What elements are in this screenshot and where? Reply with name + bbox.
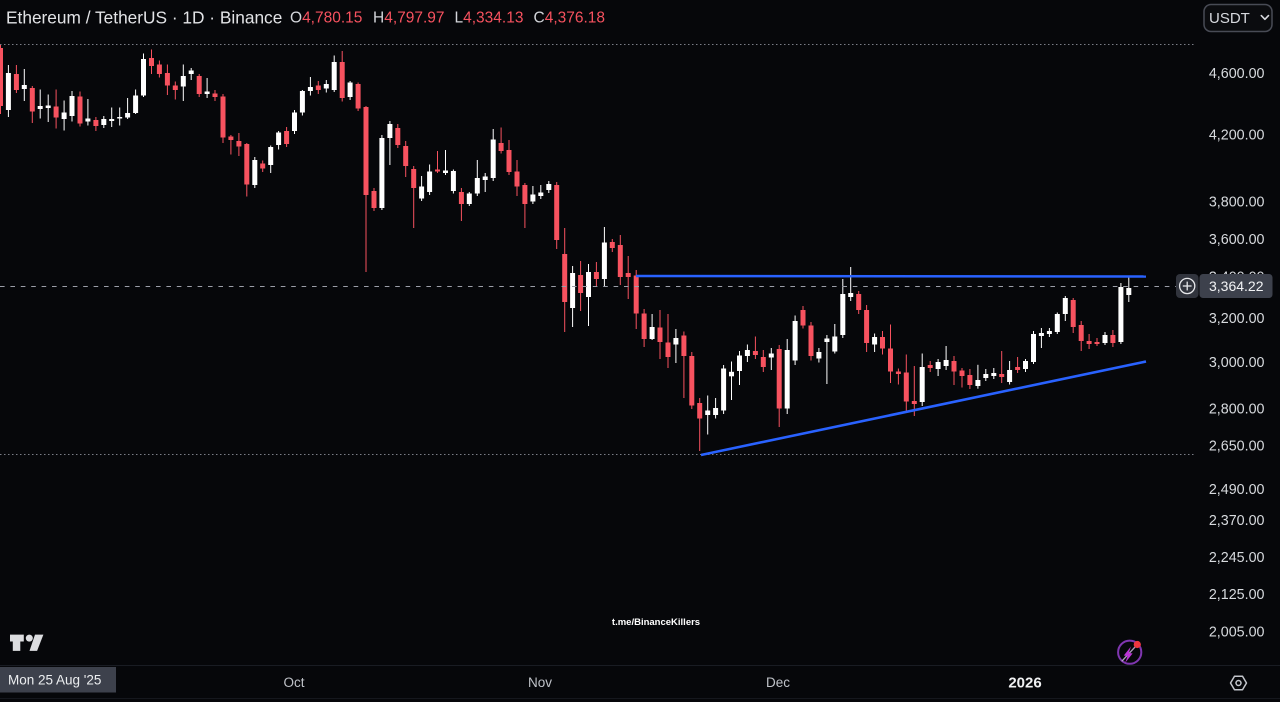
svg-text:4,200.00: 4,200.00 bbox=[1209, 128, 1265, 144]
svg-text:Dec: Dec bbox=[766, 675, 790, 690]
svg-text:Oct: Oct bbox=[283, 675, 304, 690]
svg-text:C4,376.18: C4,376.18 bbox=[534, 10, 606, 27]
svg-text:Ethereum / TetherUS · 1D · Bin: Ethereum / TetherUS · 1D · Binance bbox=[6, 8, 282, 28]
svg-text:2,370.00: 2,370.00 bbox=[1209, 513, 1265, 529]
svg-text:H4,797.97: H4,797.97 bbox=[373, 10, 445, 27]
svg-text:O4,780.15: O4,780.15 bbox=[290, 10, 362, 27]
svg-text:2,800.00: 2,800.00 bbox=[1209, 402, 1265, 418]
svg-text:3,000.00: 3,000.00 bbox=[1209, 355, 1265, 371]
svg-text:3,200.00: 3,200.00 bbox=[1209, 311, 1265, 327]
svg-text:2026: 2026 bbox=[1008, 675, 1041, 692]
svg-text:2,490.00: 2,490.00 bbox=[1209, 482, 1265, 498]
svg-text:4,600.00: 4,600.00 bbox=[1209, 66, 1265, 82]
svg-text:2,125.00: 2,125.00 bbox=[1209, 587, 1265, 603]
svg-text:Nov: Nov bbox=[528, 675, 552, 690]
svg-text:t.me/BinanceKillers: t.me/BinanceKillers bbox=[612, 617, 700, 628]
svg-text:USDT: USDT bbox=[1209, 10, 1250, 27]
svg-text:2,005.00: 2,005.00 bbox=[1209, 625, 1265, 641]
svg-text:2,245.00: 2,245.00 bbox=[1209, 550, 1265, 566]
svg-text:Mon 25 Aug '25: Mon 25 Aug '25 bbox=[8, 673, 101, 688]
svg-text:3,364.22: 3,364.22 bbox=[1209, 278, 1264, 294]
svg-text:3,600.00: 3,600.00 bbox=[1209, 232, 1265, 248]
svg-text:L4,334.13: L4,334.13 bbox=[455, 10, 524, 27]
svg-text:3,800.00: 3,800.00 bbox=[1209, 195, 1265, 211]
svg-text:2,650.00: 2,650.00 bbox=[1209, 439, 1265, 455]
